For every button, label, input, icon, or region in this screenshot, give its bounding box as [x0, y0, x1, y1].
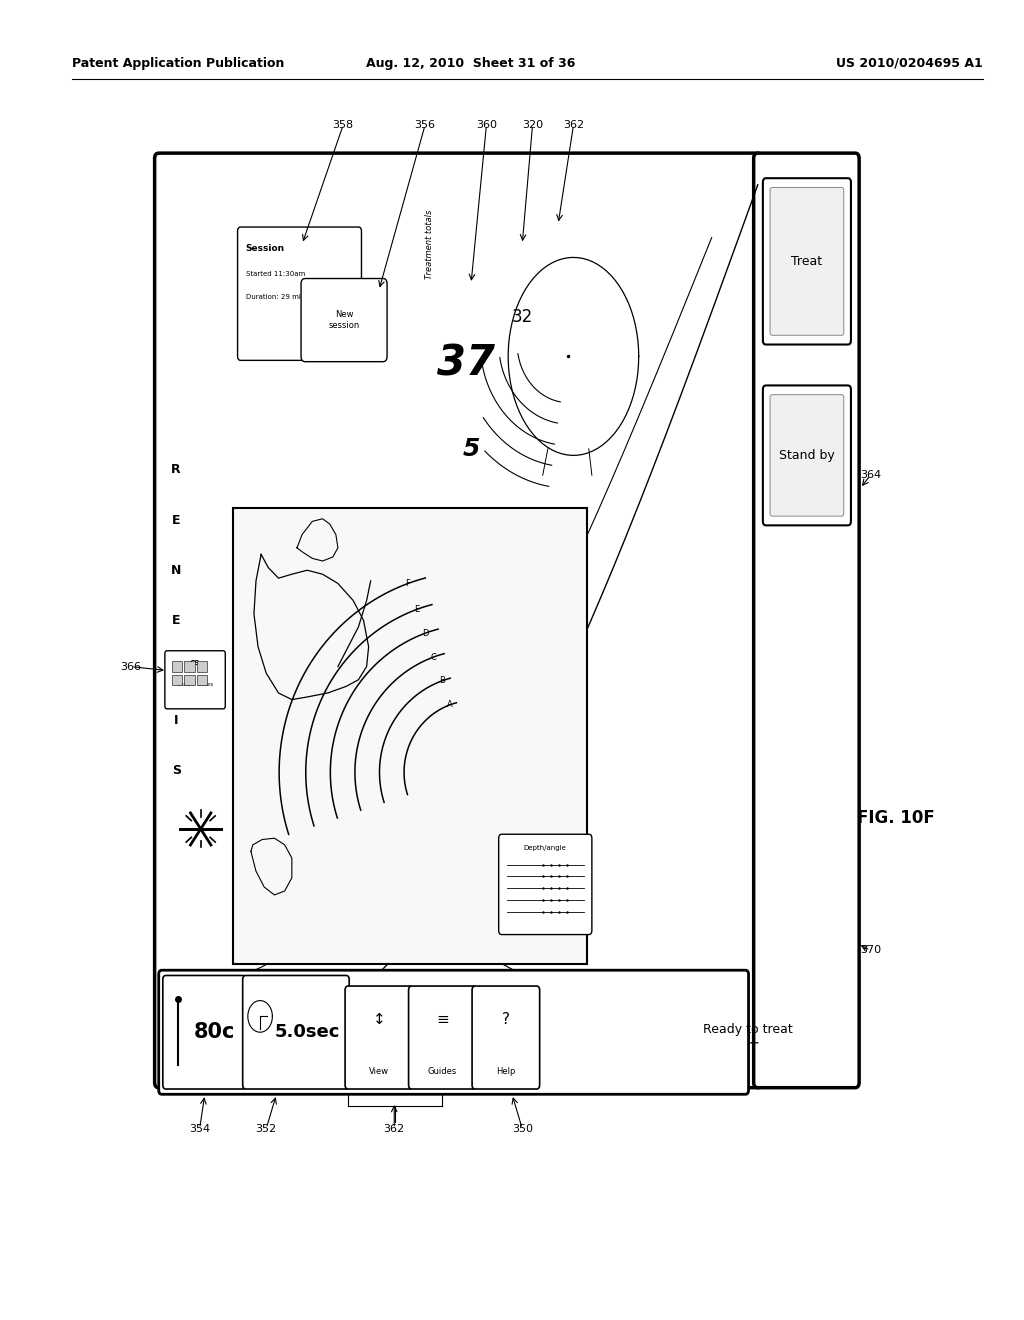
Bar: [197, 675, 207, 685]
Text: ↕: ↕: [373, 1011, 385, 1027]
Text: ?: ?: [502, 1011, 510, 1027]
Text: 362: 362: [384, 1123, 404, 1134]
FancyBboxPatch shape: [238, 227, 361, 360]
Text: Treat: Treat: [792, 255, 822, 268]
Text: C: C: [430, 652, 436, 661]
Bar: [184, 661, 195, 672]
Text: New
session: New session: [329, 310, 359, 330]
FancyBboxPatch shape: [763, 178, 851, 345]
Text: 350: 350: [512, 1123, 532, 1134]
Text: US 2010/0204695 A1: US 2010/0204695 A1: [837, 57, 983, 70]
FancyBboxPatch shape: [770, 187, 844, 335]
FancyBboxPatch shape: [159, 970, 749, 1094]
FancyBboxPatch shape: [754, 153, 859, 1088]
Bar: [233, 508, 587, 964]
Text: F: F: [406, 579, 411, 587]
Text: 362: 362: [563, 120, 584, 131]
FancyBboxPatch shape: [409, 986, 476, 1089]
Text: 366: 366: [121, 661, 141, 672]
Text: ≡: ≡: [436, 1011, 449, 1027]
Text: 37: 37: [437, 342, 495, 384]
Text: Used 7 times: Used 7 times: [177, 682, 213, 688]
Text: 360: 360: [476, 120, 497, 131]
FancyBboxPatch shape: [345, 986, 413, 1089]
Text: I: I: [174, 714, 178, 727]
Bar: [172, 661, 182, 672]
FancyBboxPatch shape: [770, 395, 844, 516]
FancyBboxPatch shape: [499, 834, 592, 935]
Text: R: R: [171, 463, 181, 477]
FancyBboxPatch shape: [243, 975, 349, 1089]
FancyBboxPatch shape: [165, 651, 225, 709]
Text: Aug. 12, 2010  Sheet 31 of 36: Aug. 12, 2010 Sheet 31 of 36: [367, 57, 575, 70]
Bar: [197, 661, 207, 672]
Text: S: S: [172, 664, 180, 677]
Text: 5: 5: [463, 437, 479, 461]
Text: Guides: Guides: [428, 1067, 457, 1076]
Text: E: E: [414, 605, 420, 614]
Text: CS: CS: [189, 660, 201, 667]
Text: Help: Help: [497, 1067, 515, 1076]
Text: 32: 32: [512, 308, 532, 326]
FancyBboxPatch shape: [472, 986, 540, 1089]
Text: Treatment totals: Treatment totals: [425, 210, 434, 279]
Text: 364: 364: [860, 470, 881, 480]
Text: 370: 370: [860, 945, 881, 956]
Text: 354: 354: [189, 1123, 210, 1134]
Text: 352: 352: [256, 1123, 276, 1134]
Text: N: N: [171, 564, 181, 577]
Text: Started 11:30am: Started 11:30am: [246, 271, 305, 277]
Bar: [172, 675, 182, 685]
Text: S: S: [172, 764, 180, 777]
Text: D: D: [422, 628, 428, 638]
Bar: [184, 675, 195, 685]
Text: 320: 320: [522, 120, 543, 131]
FancyBboxPatch shape: [763, 385, 851, 525]
Text: B: B: [439, 676, 444, 685]
Text: Stand by: Stand by: [779, 449, 835, 462]
FancyBboxPatch shape: [301, 279, 387, 362]
Text: 358: 358: [333, 120, 353, 131]
Text: FIG. 10F: FIG. 10F: [857, 809, 935, 828]
Text: 5.0sec: 5.0sec: [274, 1023, 340, 1041]
Text: Ready to treat: Ready to treat: [702, 1023, 793, 1036]
Text: 356: 356: [415, 120, 435, 131]
Text: E: E: [172, 513, 180, 527]
Text: View: View: [369, 1067, 389, 1076]
Text: E: E: [172, 614, 180, 627]
Text: A: A: [447, 701, 453, 709]
Text: 80c: 80c: [194, 1022, 234, 1043]
Text: Duration: 29 minutes: Duration: 29 minutes: [246, 294, 321, 301]
FancyBboxPatch shape: [163, 975, 246, 1089]
Text: Session: Session: [246, 244, 285, 253]
FancyBboxPatch shape: [155, 153, 762, 1088]
Text: Depth/angle: Depth/angle: [524, 845, 566, 851]
Text: Patent Application Publication: Patent Application Publication: [72, 57, 284, 70]
